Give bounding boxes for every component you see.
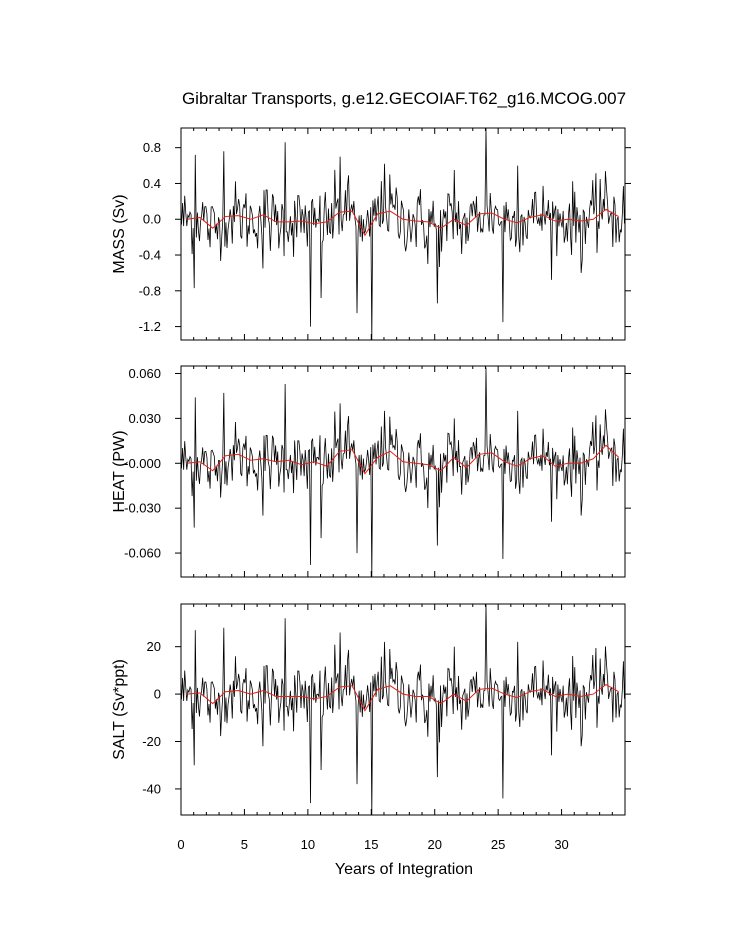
heat-y-tick-label: 0.030 — [128, 411, 161, 426]
x-tick-label: 25 — [491, 837, 505, 852]
mass-y-axis-label: MASS (Sv) — [111, 194, 128, 273]
panel-salt: 20 0 -20 -40 SALT (Sv*ppt) — [111, 603, 631, 816]
salt-monthly-line — [181, 604, 625, 815]
salt-y-tick-label: 0 — [154, 687, 161, 702]
x-tick-label: 15 — [364, 837, 378, 852]
panel-heat: 0.060 0.030 -0.000 -0.030 -0.060 HEAT (PW) — [111, 365, 631, 578]
panels: 0.8 0.4 0.0 -0.4 -0.8 -1.2 MASS (Sv) 0.060 0.030… — [111, 127, 631, 816]
mass-y-tick-label: -0.8 — [139, 283, 161, 298]
mass-y-tick-label: 0.0 — [143, 212, 161, 227]
mass-y-tick-label: -1.2 — [139, 319, 161, 334]
heat-y-tick-label: -0.000 — [124, 456, 161, 471]
salt-y-tick-label: -20 — [142, 734, 161, 749]
x-axis: 0 5 10 15 20 25 30 — [177, 837, 568, 852]
heat-monthly-line — [181, 367, 625, 577]
panel-mass: 0.8 0.4 0.0 -0.4 -0.8 -1.2 MASS (Sv) — [111, 127, 631, 341]
x-tick-label: 10 — [301, 837, 315, 852]
heat-frame — [180, 365, 626, 578]
heat-y-tick-label: -0.030 — [124, 501, 161, 516]
heat-y-tick-label: 0.060 — [128, 366, 161, 381]
salt-annual-line — [187, 684, 619, 712]
heat-y-tick-label: -0.060 — [124, 546, 161, 561]
x-tick-label: 30 — [554, 837, 568, 852]
mass-frame — [180, 127, 626, 341]
mass-y-tick-label: 0.8 — [143, 140, 161, 155]
x-tick-label: 20 — [427, 837, 441, 852]
salt-y-tick-label: -40 — [142, 781, 161, 796]
x-tick-label: 5 — [241, 837, 248, 852]
heat-annual-line — [187, 444, 620, 475]
heat-y-axis-label: HEAT (PW) — [111, 430, 128, 512]
salt-frame — [180, 603, 626, 816]
x-tick-label: 0 — [177, 837, 184, 852]
mass-y-tick-label: -0.4 — [139, 248, 161, 263]
mass-annual-line — [187, 208, 619, 237]
mass-monthly-line — [181, 128, 625, 340]
x-axis-label: Years of Integration — [335, 861, 473, 878]
salt-y-tick-label: 20 — [147, 639, 161, 654]
mass-y-tick-label: 0.4 — [143, 176, 161, 191]
chart-title: Gibraltar Transports, g.e12.GECOIAF.T62_… — [182, 89, 626, 108]
salt-y-axis-label: SALT (Sv*ppt) — [111, 659, 128, 760]
